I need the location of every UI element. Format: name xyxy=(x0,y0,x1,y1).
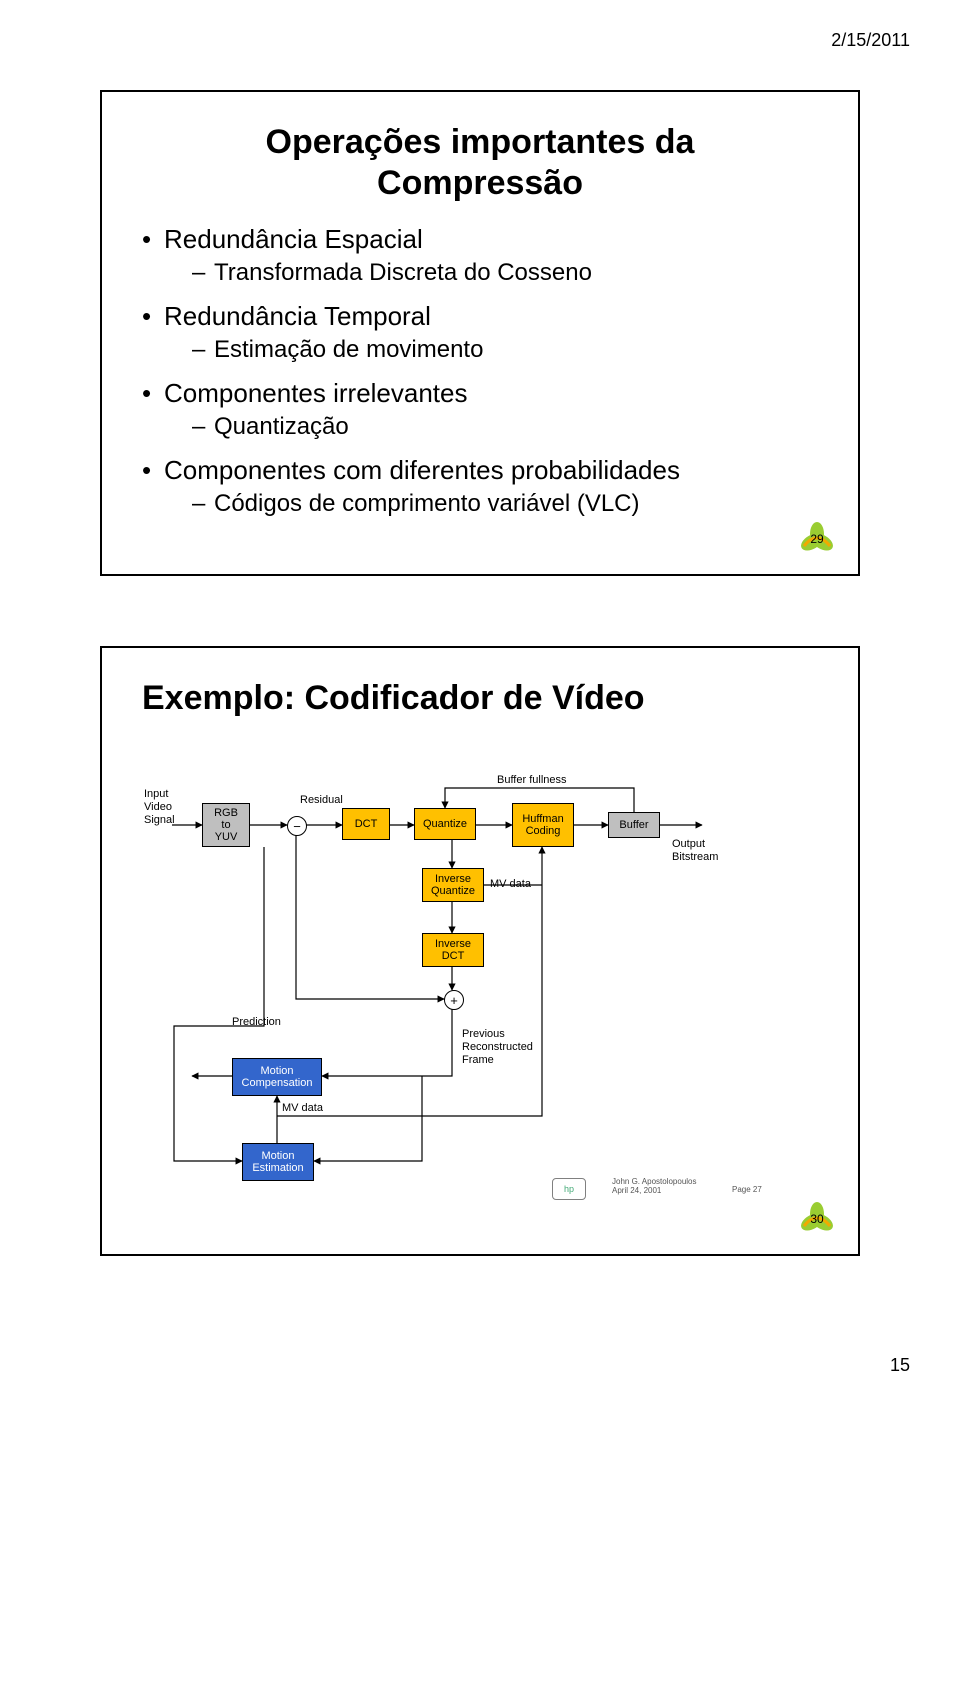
slide-2-number: 30 xyxy=(798,1200,836,1238)
page-date: 2/15/2011 xyxy=(831,30,910,51)
sub-bullet-item: Estimação de movimento xyxy=(192,336,818,364)
slide-1-number-badge: 29 xyxy=(798,520,836,558)
bullet-text: Redundância Temporal xyxy=(164,301,431,331)
label-mv-data-bot: MV data xyxy=(282,1102,323,1115)
sub-bullet-item: Transformada Discreta do Cosseno xyxy=(192,259,818,287)
wire xyxy=(296,834,444,999)
node-buf: Buffer xyxy=(608,812,660,838)
slide-2: Exemplo: Codificador de Vídeo RGBtoYUV DC… xyxy=(100,646,860,1256)
label-buffer-fullness: Buffer fullness xyxy=(497,774,567,787)
sub-bullet-item: Códigos de comprimento variável (VLC) xyxy=(192,490,818,518)
bullet-item: Componentes irrelevantes Quantização xyxy=(142,378,818,441)
hp-logo-icon: hp xyxy=(552,1178,586,1200)
slide-2-title: Exemplo: Codificador de Vídeo xyxy=(142,678,818,719)
bullet-item: Redundância Temporal Estimação de movimen… xyxy=(142,301,818,364)
sub-bullet-list: Códigos de comprimento variável (VLC) xyxy=(192,490,818,518)
slide-1-title-line2: Compressão xyxy=(377,164,583,202)
wire xyxy=(174,847,264,1076)
bullet-item: Componentes com diferentes probabilidade… xyxy=(142,455,818,518)
node-huff: HuffmanCoding xyxy=(512,803,574,847)
label-residual: Residual xyxy=(300,794,343,807)
diagram-page: Page 27 xyxy=(732,1186,762,1195)
label-output: OutputBitstream xyxy=(672,838,718,863)
slide-1-number: 29 xyxy=(798,520,836,558)
wire xyxy=(322,1008,452,1076)
node-iq: InverseQuantize xyxy=(422,868,484,902)
slide-1-title-line1: Operações importantes da xyxy=(266,123,695,161)
node-rgb: RGBtoYUV xyxy=(202,803,250,847)
bullet-text: Redundância Espacial xyxy=(164,224,423,254)
slide-1-title: Operações importantes da Compressão xyxy=(142,122,818,204)
slide-1: Operações importantes da Compressão Redu… xyxy=(100,90,860,576)
node-idct: InverseDCT xyxy=(422,933,484,967)
label-previous-frame: PreviousReconstructedFrame xyxy=(462,1028,533,1066)
page: 2/15/2011 Operações importantes da Compr… xyxy=(0,0,960,1406)
diagram-author: John G. ApostolopoulosApril 24, 2001 xyxy=(612,1178,697,1196)
wire xyxy=(314,1076,422,1161)
sub-bullet-list: Quantização xyxy=(192,413,818,441)
sub-bullet-list: Transformada Discreta do Cosseno xyxy=(192,259,818,287)
node-me: MotionEstimation xyxy=(242,1143,314,1181)
label-mv-data-top: MV data xyxy=(490,878,531,891)
sub-bullet-item: Quantização xyxy=(192,413,818,441)
slide-1-bullet-list: Redundância Espacial Transformada Discret… xyxy=(142,224,818,518)
label-input: InputVideoSignal xyxy=(144,788,175,826)
slide-2-number-badge: 30 xyxy=(798,1200,836,1238)
node-quant: Quantize xyxy=(414,808,476,840)
node-mc: MotionCompensation xyxy=(232,1058,322,1096)
bullet-item: Redundância Espacial Transformada Discret… xyxy=(142,224,818,287)
sub-bullet-list: Estimação de movimento xyxy=(192,336,818,364)
node-dct: DCT xyxy=(342,808,390,840)
encoder-diagram: RGBtoYUV DCT Quantize HuffmanCoding Buffer In… xyxy=(142,738,822,1208)
page-number: 15 xyxy=(890,1355,910,1376)
bullet-text: Componentes irrelevantes xyxy=(164,378,468,408)
bullet-text: Componentes com diferentes probabilidade… xyxy=(164,455,680,485)
label-prediction: Prediction xyxy=(232,1016,281,1029)
